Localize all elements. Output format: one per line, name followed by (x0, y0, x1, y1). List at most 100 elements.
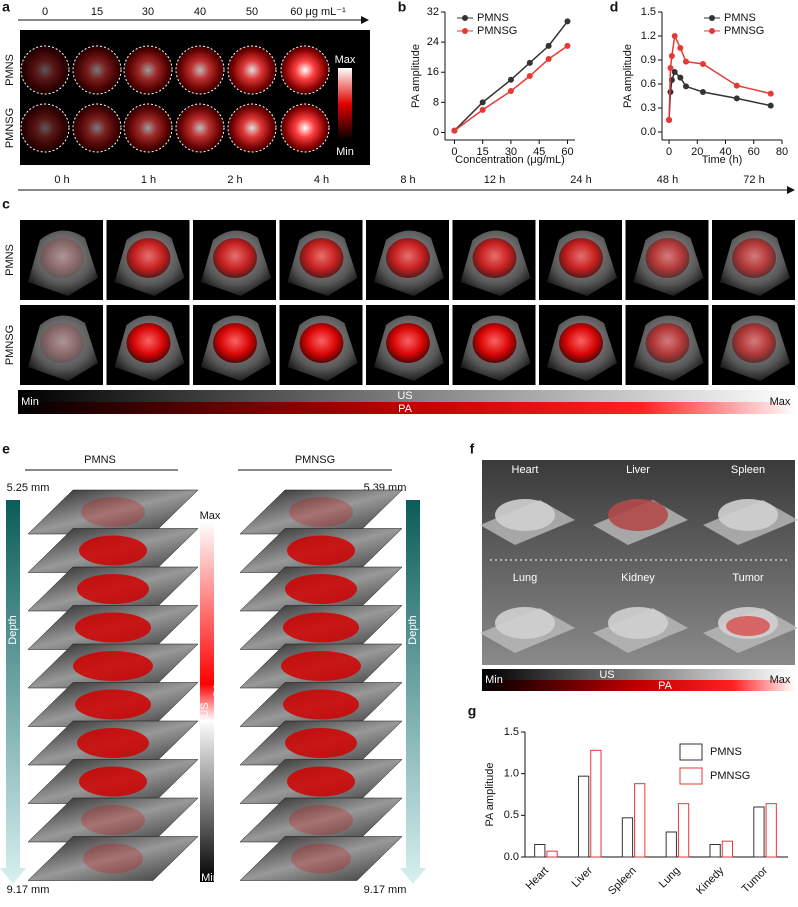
colorbar-label: US (599, 669, 614, 681)
colorbar-label: PA (212, 682, 224, 697)
pa-signal (81, 497, 145, 527)
colorbar-label: Max (770, 674, 791, 686)
pa-signal (472, 323, 517, 363)
axis-label: Depth (407, 615, 419, 644)
column-label: 0 h (54, 174, 69, 186)
row-label: PMNS (4, 54, 16, 86)
column-label: 24 h (570, 174, 591, 186)
phantom-image (281, 46, 329, 94)
legend-label: PMNSG (710, 770, 750, 782)
legend-marker (709, 15, 715, 21)
pa-signal (75, 689, 151, 720)
data-point (666, 117, 673, 123)
y-tick-label: 16 (427, 66, 439, 78)
row-label: PMNSG (4, 325, 16, 365)
y-tick-label: 0.9 (641, 54, 656, 66)
data-point (677, 45, 684, 51)
phantom-outline (175, 103, 225, 153)
y-tick-label: 0 (433, 126, 439, 138)
phantom-outline (175, 45, 225, 95)
data-point (507, 88, 514, 95)
pa-signal (732, 238, 776, 278)
organ-label: Lung (513, 572, 537, 584)
y-axis-label: PA amplitude (410, 44, 422, 108)
panel-label: a (2, 0, 10, 15)
pa-signal (283, 612, 359, 643)
bar (621, 817, 634, 858)
column-label: 1 h (141, 174, 156, 186)
y-tick-label: 0.6 (641, 78, 656, 90)
phantom-image (21, 104, 69, 152)
colorbar-label: Max (770, 396, 791, 408)
organ (608, 499, 668, 531)
panel-label: g (468, 703, 477, 719)
row-label: PMNS (4, 244, 16, 276)
x-tick-label: Heart (524, 865, 552, 893)
pa-signal (287, 535, 355, 566)
data-point (767, 90, 774, 97)
x-tick-label: Spleen (606, 865, 639, 898)
x-tick-label: 40 (719, 146, 731, 158)
phantom-outline (227, 103, 277, 153)
colorbar-label: PA (658, 680, 673, 692)
y-axis-label: PA amplitude (484, 762, 496, 826)
phantom-outline (280, 103, 330, 153)
pa-signal (726, 616, 770, 636)
data-point (671, 69, 678, 75)
data-point (545, 42, 552, 49)
bar (665, 831, 677, 858)
pa-signal (386, 238, 430, 278)
depth-label: 9.17 mm (7, 884, 50, 896)
pa-signal (559, 323, 603, 363)
colorbar (338, 68, 352, 140)
bar (721, 840, 734, 858)
x-tick-label: 45 (533, 146, 545, 158)
x-tick-label: 0 (666, 146, 672, 158)
phantom-outline (72, 103, 122, 153)
legend-label: PMNS (710, 746, 742, 758)
phantom-image (228, 104, 276, 152)
pa-signal (281, 651, 361, 681)
pa-signal (291, 843, 351, 874)
group-label: PMNS (84, 454, 116, 466)
column-label: 40 (194, 6, 206, 18)
phantom-image (73, 104, 121, 152)
organ (495, 499, 555, 531)
y-tick-label: 1.0 (504, 768, 519, 780)
y-tick-label: 0.0 (641, 126, 656, 138)
pa-signal (40, 323, 84, 363)
legend-swatch (679, 767, 703, 785)
pa-signal (645, 323, 690, 363)
colorbar (200, 522, 214, 882)
phantom-outline (123, 45, 173, 95)
data-point (668, 53, 675, 59)
depth-label: 5.25 mm (7, 482, 50, 494)
data-point (667, 65, 674, 71)
bar (590, 749, 602, 858)
colorbar-label: US (397, 390, 412, 402)
pa-signal (83, 843, 143, 874)
bar (765, 803, 777, 858)
x-tick-label: Kinedy (694, 864, 727, 897)
colorbar (482, 680, 795, 691)
pa-signal (299, 238, 344, 278)
column-label: 72 h (743, 174, 764, 186)
panel-label: f (470, 441, 475, 457)
pa-signal (645, 238, 690, 278)
panel-label: c (2, 196, 10, 212)
data-point (507, 76, 514, 83)
colorbar (482, 669, 795, 680)
pa-signal (75, 612, 151, 643)
colorbar (18, 390, 796, 402)
pa-signal (732, 323, 776, 363)
data-point (451, 127, 458, 134)
phantom-outline (227, 45, 277, 95)
colorbar-label: Max (335, 54, 356, 66)
pa-signal (299, 323, 344, 363)
legend-swatch (679, 743, 703, 761)
column-label: 8 h (400, 174, 415, 186)
pa-signal (287, 766, 355, 797)
data-point (767, 102, 774, 109)
pa-signal (79, 766, 147, 797)
